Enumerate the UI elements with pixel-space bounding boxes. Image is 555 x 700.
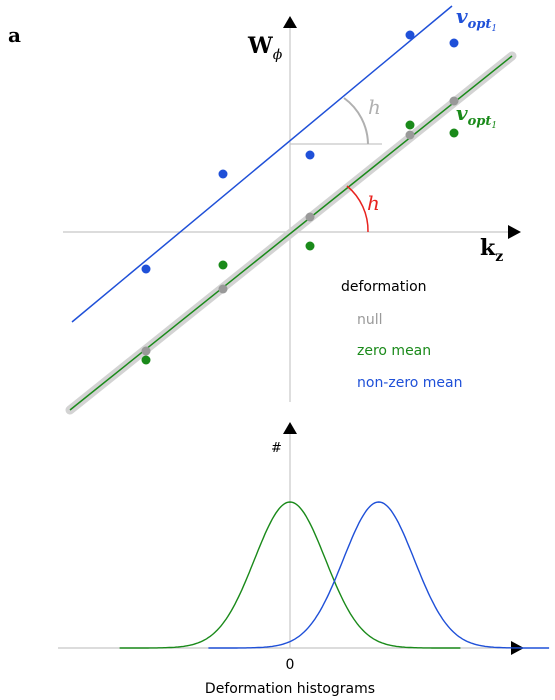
green-point bbox=[405, 120, 415, 130]
zero-mean-curve bbox=[119, 501, 461, 649]
grey-point bbox=[405, 130, 415, 140]
zero-mean-line bbox=[69, 55, 513, 411]
green-point bbox=[218, 260, 228, 270]
grey-point bbox=[305, 212, 315, 222]
y-axis-label: Wϕ bbox=[247, 33, 283, 63]
x-axis-label: kz bbox=[480, 235, 503, 265]
grey-point bbox=[449, 96, 459, 106]
y-axis-arrow bbox=[283, 16, 297, 28]
green-point bbox=[141, 355, 151, 365]
grey-angle-label: h bbox=[368, 95, 381, 119]
blue-point bbox=[141, 264, 151, 274]
green-line-label: vopt1 bbox=[456, 101, 497, 131]
blue-point bbox=[305, 150, 315, 160]
top-plot: Wϕ kz h h vopt1 vopt1 bbox=[63, 4, 521, 415]
blue-point bbox=[449, 38, 459, 48]
legend-item-non-zero-mean: non-zero mean bbox=[357, 375, 463, 391]
hist-y-axis-label: # bbox=[271, 441, 282, 456]
non-zero-mean-line bbox=[71, 5, 453, 323]
x-axis-arrow bbox=[508, 225, 521, 239]
histogram-curves bbox=[119, 501, 550, 649]
legend-title: deformation bbox=[341, 279, 427, 295]
bottom-plot: # 0 Deformation histograms bbox=[58, 422, 550, 697]
hist-x-axis-label: Deformation histograms bbox=[205, 681, 375, 697]
legend: deformation null zero mean non-zero mean bbox=[341, 279, 463, 391]
hist-y-axis-arrow bbox=[283, 422, 297, 434]
hist-x-tick-label: 0 bbox=[286, 657, 295, 673]
green-point bbox=[449, 128, 459, 138]
legend-item-null: null bbox=[357, 312, 383, 328]
legend-item-zero-mean: zero mean bbox=[357, 343, 431, 359]
blue-line-label: vopt1 bbox=[456, 4, 497, 34]
panel-label: a bbox=[8, 23, 21, 47]
blue-point bbox=[405, 30, 415, 40]
non-zero-mean-curve bbox=[208, 501, 550, 649]
grey-angle-arc bbox=[343, 97, 369, 145]
blue-point bbox=[218, 169, 228, 179]
red-angle-arc bbox=[346, 185, 369, 233]
red-angle-label: h bbox=[367, 191, 380, 215]
green-point bbox=[305, 241, 315, 251]
grey-point bbox=[141, 346, 151, 356]
grey-point bbox=[218, 284, 228, 294]
